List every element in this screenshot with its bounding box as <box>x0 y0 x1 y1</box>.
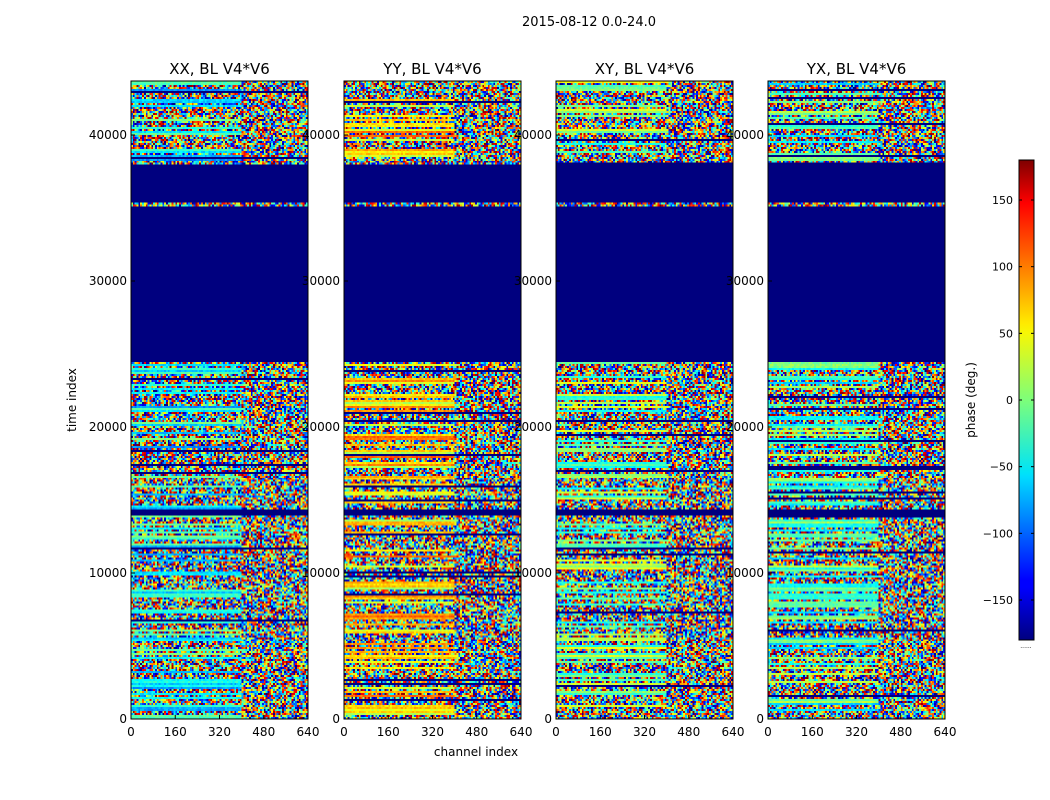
y-tick-label: 0 <box>756 712 764 726</box>
x-tick-label: 480 <box>465 725 488 739</box>
x-tick-label: 480 <box>252 725 275 739</box>
colorbar-tick-label: −50 <box>990 461 1013 474</box>
x-tick-label: 0 <box>340 725 348 739</box>
panel-title: XX, BL V4*V6 <box>169 60 270 78</box>
colorbar-tick-label: 100 <box>992 261 1013 274</box>
y-tick-label: 10000 <box>302 566 340 580</box>
y-tick-label: 20000 <box>89 420 127 434</box>
panel-xx: XX, BL V4*V6 0 160 320 480 640 0 10000 20000 3000… <box>89 60 320 739</box>
y-tick-label: 0 <box>119 712 127 726</box>
y-tick-label: 30000 <box>89 274 127 288</box>
colorbar-tick-label: −100 <box>983 527 1013 540</box>
panel-heatmap-image <box>344 81 521 719</box>
colorbar-label: phase (deg.) <box>964 362 978 438</box>
y-axis-label: time index <box>65 368 79 432</box>
x-tick-label: 640 <box>934 725 957 739</box>
panel-heatmap-image <box>131 81 308 719</box>
colorbar-tick-label: 50 <box>999 327 1013 340</box>
x-tick-label: 320 <box>421 725 444 739</box>
panel-title: YY, BL V4*V6 <box>382 60 481 78</box>
figure-suptitle: 2015-08-12 0.0-24.0 <box>522 15 656 30</box>
y-tick-label: 40000 <box>302 128 340 142</box>
colorbar-footnote: ...... <box>1020 643 1032 650</box>
panel-xy: XY, BL V4*V6 0 160 320 480 640 0 10000 20000 3000… <box>514 60 745 739</box>
x-tick-label: 320 <box>633 725 656 739</box>
y-tick-label: 40000 <box>726 128 764 142</box>
y-tick-label: 20000 <box>514 420 552 434</box>
y-tick-label: 40000 <box>514 128 552 142</box>
x-tick-label: 160 <box>801 725 824 739</box>
x-tick-label: 480 <box>889 725 912 739</box>
y-tick-label: 10000 <box>726 566 764 580</box>
colorbar-tick-label: −150 <box>983 594 1013 607</box>
y-tick-label: 0 <box>544 712 552 726</box>
colorbar-tick-label: 150 <box>992 194 1013 207</box>
x-tick-label: 160 <box>589 725 612 739</box>
y-tick-label: 20000 <box>302 420 340 434</box>
x-tick-label: 640 <box>722 725 745 739</box>
x-tick-label: 320 <box>845 725 868 739</box>
y-tick-label: 10000 <box>514 566 552 580</box>
y-tick-label: 20000 <box>726 420 764 434</box>
x-tick-label: 480 <box>677 725 700 739</box>
x-tick-label: 160 <box>164 725 187 739</box>
x-tick-label: 640 <box>510 725 533 739</box>
x-tick-label: 640 <box>297 725 320 739</box>
y-tick-label: 30000 <box>302 274 340 288</box>
x-tick-label: 0 <box>764 725 772 739</box>
colorbar: −150 −100 −50 0 50 100 150 phase (deg.) ...... <box>964 159 1035 650</box>
panel-title: XY, BL V4*V6 <box>595 60 695 78</box>
x-tick-label: 160 <box>377 725 400 739</box>
panel-heatmap-image <box>768 81 945 719</box>
y-tick-label: 10000 <box>89 566 127 580</box>
y-tick-label: 30000 <box>726 274 764 288</box>
panel-title: YX, BL V4*V6 <box>806 60 907 78</box>
y-tick-label: 40000 <box>89 128 127 142</box>
x-tick-label: 0 <box>552 725 560 739</box>
panel-yy: YY, BL V4*V6 0 160 320 480 640 0 10000 20000 3000… <box>302 60 533 739</box>
x-tick-label: 320 <box>208 725 231 739</box>
x-axis-label: channel index <box>434 745 518 759</box>
colorbar-tick-label: 0 <box>1006 394 1013 407</box>
x-tick-label: 0 <box>127 725 135 739</box>
panel-yx: YX, BL V4*V6 0 160 320 480 640 0 10000 20000 3000… <box>726 60 957 739</box>
y-tick-label: 0 <box>332 712 340 726</box>
y-tick-label: 30000 <box>514 274 552 288</box>
panel-heatmap-image <box>556 81 733 719</box>
